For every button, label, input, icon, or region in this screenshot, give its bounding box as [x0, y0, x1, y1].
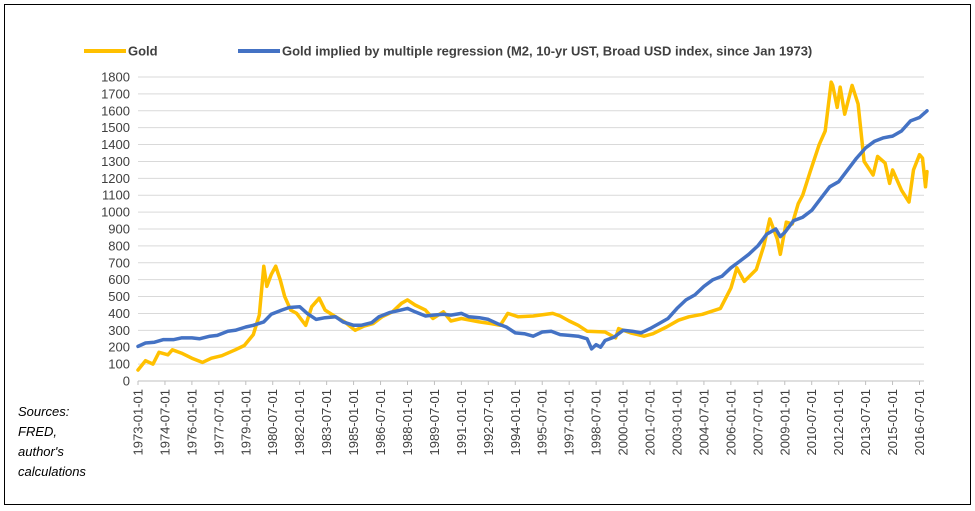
sources-line-1: Sources: [18, 404, 70, 419]
x-tick-label: 1997-01-01 [562, 389, 577, 456]
y-tick-label: 1600 [101, 103, 130, 118]
y-tick-label: 100 [108, 357, 130, 372]
legend: Gold Gold implied by multiple regression … [84, 44, 812, 59]
sources-line-2: FRED, [18, 424, 57, 439]
x-tick-label: 1976-01-01 [184, 389, 199, 456]
x-tick-label: 1992-07-01 [481, 389, 496, 456]
x-tick-label: 2012-01-01 [831, 389, 846, 456]
y-tick-label: 800 [108, 238, 130, 253]
x-tick-label: 1983-07-01 [319, 389, 334, 456]
sources-line-3: author's [18, 444, 64, 459]
y-tick-label: 1300 [101, 154, 130, 169]
y-tick-label: 500 [108, 289, 130, 304]
y-tick-label: 200 [108, 340, 130, 355]
y-tick-label: 600 [108, 272, 130, 287]
gridlines [138, 76, 924, 365]
y-tick-label: 1400 [101, 137, 130, 152]
x-tick-label: 2010-07-01 [804, 389, 819, 456]
y-tick-label: 900 [108, 222, 130, 237]
x-tick-label: 2000-01-01 [616, 389, 631, 456]
x-tick-label: 2004-07-01 [696, 389, 711, 456]
x-tick-label: 2013-07-01 [858, 389, 873, 456]
x-tick-label: 1988-01-01 [400, 389, 415, 456]
x-tick-label: 1985-01-01 [346, 389, 361, 456]
x-tick-label: 2001-07-01 [643, 389, 658, 456]
x-tick-label: 1995-07-01 [535, 389, 550, 456]
gold-series-line [136, 80, 929, 372]
y-tick-label: 1000 [101, 205, 130, 220]
y-tick-label: 1100 [102, 188, 130, 203]
y-tick-label: 400 [108, 306, 130, 321]
y-tick-label: 1500 [101, 120, 130, 135]
legend-gold-label: Gold [128, 44, 158, 59]
x-tick-label: 1974-07-01 [157, 389, 172, 456]
y-tick-label: 0 [123, 374, 130, 389]
x-tick-label: 1998-07-01 [589, 389, 604, 456]
y-tick-label: 1700 [101, 86, 130, 101]
y-tick-label: 1200 [101, 171, 130, 186]
y-tick-label: 300 [108, 323, 130, 338]
x-tick-label: 2003-01-01 [669, 389, 684, 456]
y-tick-label: 1800 [101, 70, 130, 85]
x-tick-label: 2009-01-01 [777, 389, 792, 456]
x-tick-label: 1977-07-01 [211, 389, 226, 456]
x-tick-label: 1989-07-01 [427, 389, 442, 456]
x-tick-label: 2015-01-01 [885, 389, 900, 456]
x-tick-label: 2016-07-01 [912, 389, 927, 456]
x-tick-label: 1994-01-01 [508, 389, 523, 456]
sources-line-4: calculations [18, 464, 86, 479]
chart-frame [4, 4, 971, 505]
y-tick-label: 700 [108, 255, 130, 270]
series-lines [136, 80, 929, 372]
x-tick-label: 1980-07-01 [265, 389, 280, 456]
sources-note: Sources: FRED, author's calculations [18, 402, 86, 482]
x-tick-label: 1991-01-01 [454, 389, 469, 456]
x-tick-label: 1982-01-01 [292, 389, 307, 456]
x-tick-label: 1986-07-01 [373, 389, 388, 456]
x-tick-label: 2007-07-01 [750, 389, 765, 456]
x-tick-label: 1973-01-01 [131, 389, 146, 456]
legend-regression-label: Gold implied by multiple regression (M2,… [282, 44, 812, 59]
regression-series-line [136, 109, 929, 351]
x-tick-label: 1979-01-01 [238, 389, 253, 456]
x-tick-label: 2006-01-01 [723, 389, 738, 456]
